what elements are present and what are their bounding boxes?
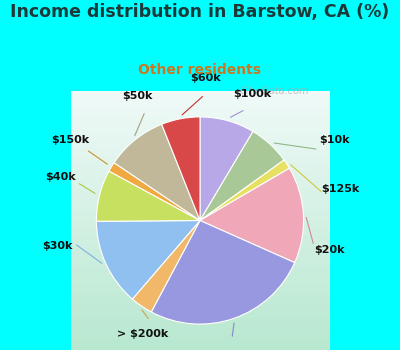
Text: > $200k: > $200k: [117, 329, 169, 340]
Text: City-Data.com: City-Data.com: [240, 86, 310, 96]
Wedge shape: [200, 132, 284, 220]
Wedge shape: [200, 160, 290, 220]
Text: $50k: $50k: [123, 91, 153, 101]
Wedge shape: [96, 220, 200, 299]
Wedge shape: [200, 117, 253, 220]
Wedge shape: [114, 124, 200, 220]
Text: Income distribution in Barstow, CA (%): Income distribution in Barstow, CA (%): [10, 4, 390, 21]
Text: $40k: $40k: [45, 172, 76, 182]
Text: $100k: $100k: [233, 89, 271, 99]
Text: $60k: $60k: [190, 72, 220, 83]
Text: $125k: $125k: [321, 184, 359, 194]
Wedge shape: [132, 220, 200, 312]
Text: Other residents: Other residents: [138, 63, 262, 77]
Text: $20k: $20k: [314, 245, 345, 254]
Wedge shape: [96, 171, 200, 221]
Wedge shape: [151, 220, 295, 324]
Wedge shape: [109, 163, 200, 220]
Text: $10k: $10k: [320, 135, 350, 145]
Text: $30k: $30k: [42, 241, 72, 251]
Wedge shape: [200, 168, 304, 262]
Text: $150k: $150k: [52, 135, 90, 145]
Wedge shape: [162, 117, 200, 220]
